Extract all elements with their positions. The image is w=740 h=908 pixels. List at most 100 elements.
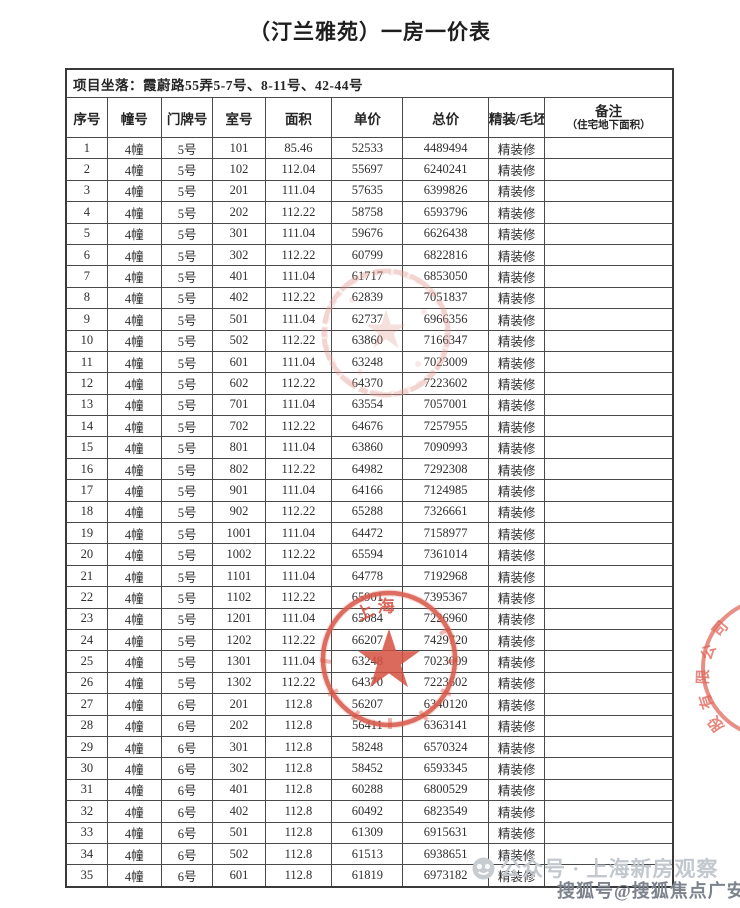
cell-room: 102 [212, 158, 266, 181]
cell-unit-price: 64778 [331, 564, 404, 588]
table-row: 20 4幢 5号 1002 112.22 65594 7361014 精装修 [65, 543, 674, 566]
cell-building: 4幢 [106, 821, 162, 844]
cell-total-price: 6399826 [402, 179, 489, 203]
cell-area: 111.04 [264, 265, 333, 288]
cell-total-price: 6966356 [402, 308, 489, 331]
cell-area: 112.22 [264, 201, 333, 224]
table-row: 8 4幢 5号 402 112.22 62839 7051837 精装修 [65, 286, 674, 310]
cell-serial: 28 [65, 714, 108, 737]
cell-door-number: 5号 [160, 671, 214, 695]
cell-area: 112.22 [264, 286, 333, 310]
cell-unit-price: 63248 [331, 350, 404, 374]
cell-door-number: 5号 [160, 243, 214, 267]
cell-decoration: 精装修 [487, 308, 546, 331]
cell-room: 1102 [212, 586, 266, 609]
cell-remark [544, 393, 674, 417]
cell-total-price: 7361014 [402, 543, 489, 566]
cell-remark [544, 308, 674, 331]
cell-remark [544, 522, 674, 545]
table-row: 15 4幢 5号 801 111.04 63860 7090993 精装修 [65, 436, 674, 459]
cell-room: 701 [212, 393, 266, 417]
cell-unit-price: 59676 [331, 222, 404, 245]
cell-decoration: 精装修 [487, 693, 546, 716]
cell-remark [544, 778, 674, 802]
cell-building: 4幢 [106, 522, 162, 545]
cell-door-number: 5号 [160, 586, 214, 609]
cell-decoration: 精装修 [487, 179, 546, 203]
cell-door-number: 6号 [160, 800, 214, 823]
cell-serial: 15 [65, 436, 108, 459]
cell-remark [544, 222, 674, 245]
cell-remark [544, 158, 674, 181]
table-row: 32 4幢 6号 402 112.8 60492 6823549 精装修 [65, 800, 674, 823]
header-unit-price: 单价 [331, 97, 404, 138]
cell-unit-price: 66207 [331, 628, 404, 652]
cell-total-price: 7226960 [402, 607, 489, 630]
table-row: 33 4幢 6号 501 112.8 61309 6915631 精装修 [65, 821, 674, 844]
cell-remark [544, 607, 674, 630]
cell-total-price: 7158977 [402, 522, 489, 545]
cell-serial: 20 [65, 543, 108, 566]
cell-serial: 11 [65, 350, 108, 374]
cell-total-price: 7057001 [402, 393, 489, 417]
cell-serial: 34 [65, 842, 108, 866]
table-row: 16 4幢 5号 802 112.22 64982 7292308 精装修 [65, 457, 674, 481]
cell-door-number: 6号 [160, 821, 214, 844]
cell-decoration: 精装修 [487, 842, 546, 866]
table-row: 23 4幢 5号 1201 111.04 65084 7226960 精装修 [65, 607, 674, 630]
cell-door-number: 6号 [160, 864, 214, 888]
cell-area: 112.22 [264, 329, 333, 352]
cell-total-price: 6593796 [402, 201, 489, 224]
cell-door-number: 6号 [160, 757, 214, 780]
cell-remark [544, 564, 674, 588]
cell-area: 112.8 [264, 693, 333, 716]
cell-total-price: 7223602 [402, 671, 489, 695]
cell-total-price: 7023009 [402, 350, 489, 374]
cell-area: 111.04 [264, 350, 333, 374]
cell-room: 702 [212, 415, 266, 438]
header-serial: 序号 [65, 97, 108, 138]
table-row: 28 4幢 6号 202 112.8 56411 6363141 精装修 [65, 714, 674, 737]
cell-door-number: 5号 [160, 329, 214, 352]
table-row: 34 4幢 6号 502 112.8 61513 6938651 精装修 [65, 842, 674, 866]
cell-remark [544, 415, 674, 438]
table-row: 2 4幢 5号 102 112.04 55697 6240241 精装修 [65, 158, 674, 181]
cell-room: 202 [212, 201, 266, 224]
cell-area: 111.04 [264, 607, 333, 630]
cell-remark [544, 628, 674, 652]
table-row: 11 4幢 5号 601 111.04 63248 7023009 精装修 [65, 350, 674, 374]
red-seal-right-icon: 司 公 限 有 股 [695, 604, 740, 735]
cell-room: 302 [212, 757, 266, 780]
cell-room: 202 [212, 714, 266, 737]
cell-unit-price: 62839 [331, 286, 404, 310]
header-area: 面积 [264, 97, 333, 138]
table-row: 25 4幢 5号 1301 111.04 63248 7023009 精装修 [65, 650, 674, 673]
cell-unit-price: 61717 [331, 265, 404, 288]
cell-unit-price: 64982 [331, 457, 404, 481]
cell-building: 4幢 [106, 543, 162, 566]
cell-decoration: 精装修 [487, 778, 546, 802]
cell-room: 501 [212, 308, 266, 331]
cell-room: 502 [212, 842, 266, 866]
cell-building: 4幢 [106, 136, 162, 160]
cell-serial: 27 [65, 693, 108, 716]
cell-decoration: 精装修 [487, 136, 546, 160]
cell-decoration: 精装修 [487, 265, 546, 288]
table-row: 1 4幢 5号 101 85.46 52533 4489494 精装修 [65, 136, 674, 160]
cell-decoration: 精装修 [487, 243, 546, 267]
cell-serial: 19 [65, 522, 108, 545]
cell-room: 902 [212, 500, 266, 524]
cell-door-number: 5号 [160, 265, 214, 288]
cell-unit-price: 64472 [331, 522, 404, 545]
cell-room: 301 [212, 222, 266, 245]
cell-building: 4幢 [106, 757, 162, 780]
cell-decoration: 精装修 [487, 436, 546, 459]
page-title: （汀兰雅苑）一房一价表 [249, 20, 491, 44]
cell-room: 1101 [212, 564, 266, 588]
cell-door-number: 5号 [160, 350, 214, 374]
cell-building: 4幢 [106, 650, 162, 673]
cell-serial: 9 [65, 308, 108, 331]
cell-unit-price: 63860 [331, 329, 404, 352]
header-door-number: 门牌号 [160, 97, 214, 138]
cell-serial: 32 [65, 800, 108, 823]
